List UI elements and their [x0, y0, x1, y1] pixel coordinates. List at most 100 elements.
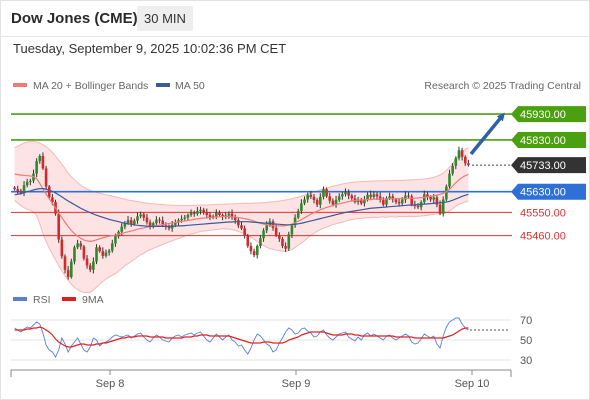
- level-tag-last: [511, 157, 586, 174]
- candle-body: [284, 246, 287, 249]
- candle-body: [388, 196, 391, 199]
- level-tag-label-pivot: 45630.00: [520, 187, 566, 199]
- candle-body: [438, 204, 442, 214]
- candle-body: [281, 238, 284, 247]
- x-axis-tick-label: Sep 10: [455, 378, 490, 390]
- candle-body: [416, 205, 420, 208]
- legend-ma50-label: MA 50: [175, 80, 205, 92]
- candle-body: [104, 252, 108, 256]
- candle-body: [318, 196, 322, 205]
- interval-button[interactable]: 30 MIN: [137, 6, 193, 31]
- candle-body: [410, 196, 413, 205]
- candle-body: [252, 251, 256, 256]
- candle-body: [274, 227, 278, 236]
- datetime-label: Tuesday, September 9, 2025 10:02:36 PM C…: [13, 41, 287, 56]
- candle-body: [88, 265, 92, 270]
- candle-body: [404, 195, 407, 200]
- level-tag-label-last: 45733.00: [520, 160, 566, 172]
- candle-body: [218, 212, 221, 215]
- candle-body: [167, 226, 171, 229]
- candle-body: [397, 202, 401, 204]
- candle-body: [312, 196, 316, 200]
- candle-body: [186, 214, 190, 218]
- candle-body: [423, 194, 426, 203]
- candle-body: [79, 243, 83, 247]
- candle-body: [192, 212, 196, 214]
- candle-body: [63, 256, 67, 270]
- candle-body: [315, 199, 319, 205]
- legend-ma50-swatch: [156, 83, 170, 87]
- bollinger-bands: [14, 141, 469, 294]
- candle-body: [463, 156, 467, 164]
- level-tag-label-resistance: 45830.00: [520, 135, 566, 147]
- candle-body: [155, 219, 158, 224]
- candle-body: [385, 198, 388, 205]
- candle-body: [278, 235, 281, 239]
- candle-body: [262, 230, 265, 239]
- candle-body: [435, 197, 439, 205]
- candle-body: [196, 211, 199, 214]
- candle-body: [233, 217, 237, 221]
- candle-body: [22, 185, 26, 193]
- level-tags: 45930.00 45830.00 45733.00 45630.00 45550.00…: [511, 106, 586, 243]
- rsi-tick-label: 70: [520, 315, 532, 327]
- legend-bb-label: MA 20 + Bollinger Bands: [33, 80, 148, 92]
- moving-averages: [14, 173, 469, 242]
- candle-body: [136, 216, 139, 221]
- candle-body: [110, 243, 114, 251]
- candle-body: [174, 222, 177, 225]
- candle-body: [467, 163, 470, 166]
- candle-body: [400, 199, 404, 204]
- candle-body: [114, 236, 117, 244]
- candle-body: [331, 200, 335, 205]
- candle-body: [309, 194, 313, 197]
- candle-body: [57, 213, 60, 240]
- candle-body: [19, 191, 23, 193]
- candle-body: [325, 189, 328, 197]
- candle-body: [142, 214, 146, 218]
- candle-body: [44, 168, 48, 187]
- rsi-series-rsi: [14, 317, 469, 358]
- candle-body: [293, 217, 297, 226]
- level-tag-pivot: [511, 183, 586, 200]
- candle-body: [129, 220, 133, 225]
- candle-body: [334, 199, 338, 205]
- level-label-support: 45460.00: [520, 231, 566, 243]
- candle-body: [202, 209, 205, 213]
- candle-body: [35, 161, 38, 174]
- legend-rsi-label: RSI: [33, 294, 51, 306]
- candle-body: [255, 246, 259, 256]
- level-lines: [11, 113, 512, 237]
- level-tag-label-resistance: 45930.00: [520, 109, 566, 121]
- candle-body: [350, 195, 354, 199]
- candle-body: [347, 192, 350, 196]
- candle-body: [101, 251, 105, 256]
- candle-body: [271, 221, 275, 228]
- candle-body: [240, 225, 243, 229]
- ma20-line: [14, 173, 469, 242]
- candle-body: [454, 158, 458, 166]
- rsi-tick-label: 50: [520, 335, 532, 347]
- candle-body: [426, 194, 429, 197]
- rsi-tick-label: 30: [520, 355, 532, 367]
- level-tag-resistance: [511, 131, 586, 148]
- candle-body: [107, 250, 111, 253]
- candle-body: [177, 220, 180, 223]
- level-tag-resistance: [511, 106, 586, 123]
- candle-body: [359, 199, 363, 204]
- candle-body: [151, 223, 155, 226]
- bollinger-lower-line: [14, 200, 469, 294]
- candle-body: [445, 186, 448, 200]
- candle-body: [41, 156, 45, 169]
- candle-body: [76, 243, 79, 248]
- x-axis-tick-label: Sep 8: [96, 378, 125, 390]
- ma50-line: [14, 188, 469, 227]
- candle-body: [290, 225, 294, 235]
- candle-body: [214, 212, 218, 217]
- candle-body: [366, 194, 369, 200]
- candle-body: [259, 238, 262, 247]
- candle-body: [300, 203, 303, 212]
- candle-body: [145, 217, 149, 223]
- candle-body: [51, 197, 54, 203]
- candle-body: [139, 214, 142, 217]
